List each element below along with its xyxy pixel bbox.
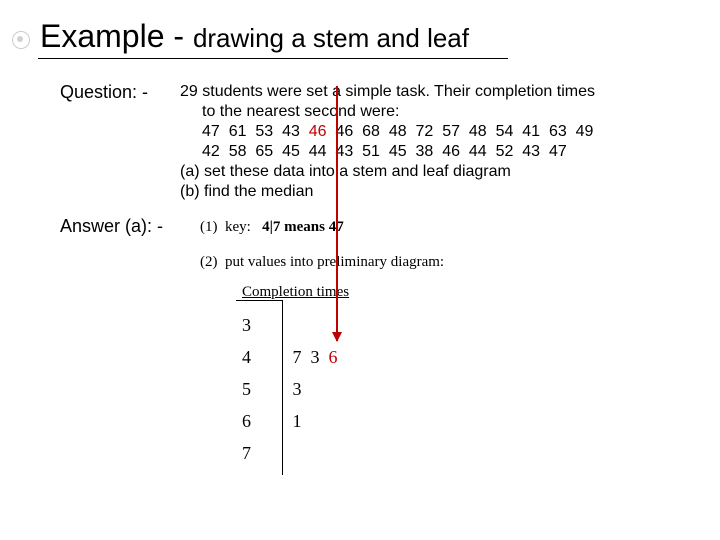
data1a: 47 61 53 43: [202, 123, 309, 140]
table-row: 4 7 3 6: [242, 342, 337, 374]
stem-5: 5: [242, 374, 288, 400]
stem-6: 6: [242, 406, 288, 432]
step1-prefix: (1) key:: [200, 219, 262, 235]
question-data-row1: 47 61 53 43 46 46 68 48 72 57 48 54 41 6…: [202, 122, 595, 142]
answer-label: Answer (a): -: [60, 216, 163, 237]
task-a: (a) set these data into a stem and leaf …: [180, 162, 595, 182]
arrow-line: [336, 86, 338, 341]
leaf-4-red: 6: [328, 347, 337, 367]
leaf-4a: 7 3: [292, 347, 328, 367]
arrow-head-icon: [332, 332, 342, 342]
stem-4: 4: [242, 342, 288, 368]
table-row: 7: [242, 438, 337, 470]
stem-3: 3: [242, 310, 288, 336]
table-row: 6 1: [242, 406, 337, 438]
leaf-4: 7 3 6: [292, 342, 337, 368]
bullet-decoration: [15, 34, 25, 44]
slide-title: Example - drawing a stem and leaf: [40, 18, 469, 55]
data1b: 46 68 48 72 57 48 54 41 63 49: [327, 123, 594, 140]
answer-step2: (2) put values into preliminary diagram:: [200, 254, 444, 271]
stem-top-border: [236, 300, 282, 301]
table-row: 3: [242, 310, 337, 342]
diagram-title: Completion times: [242, 284, 349, 301]
answer-step1: (1) key: 4|7 means 47: [200, 219, 344, 236]
question-body: 29 students were set a simple task. Thei…: [180, 82, 595, 202]
leaf-6: 1: [292, 406, 301, 432]
task-b: (b) find the median: [180, 182, 595, 202]
question-data-row2: 42 58 65 45 44 43 51 45 38 46 44 52 43 4…: [202, 142, 595, 162]
table-row: 5 3: [242, 374, 337, 406]
stem-7: 7: [242, 438, 288, 464]
leaf-5: 3: [292, 374, 301, 400]
question-line2: to the nearest second were:: [202, 102, 595, 122]
data1-red: 46: [309, 123, 327, 140]
step1-key: 4|7 means 47: [262, 219, 344, 235]
title-sub: drawing a stem and leaf: [193, 23, 469, 53]
stem-leaf-table: 3 4 7 3 6 5 3 6 1 7: [242, 310, 337, 470]
question-label: Question: -: [60, 82, 148, 103]
question-line1: 29 students were set a simple task. Thei…: [180, 83, 595, 100]
title-main: Example -: [40, 18, 193, 54]
red-arrow: [336, 86, 338, 341]
title-underline: [38, 58, 508, 59]
